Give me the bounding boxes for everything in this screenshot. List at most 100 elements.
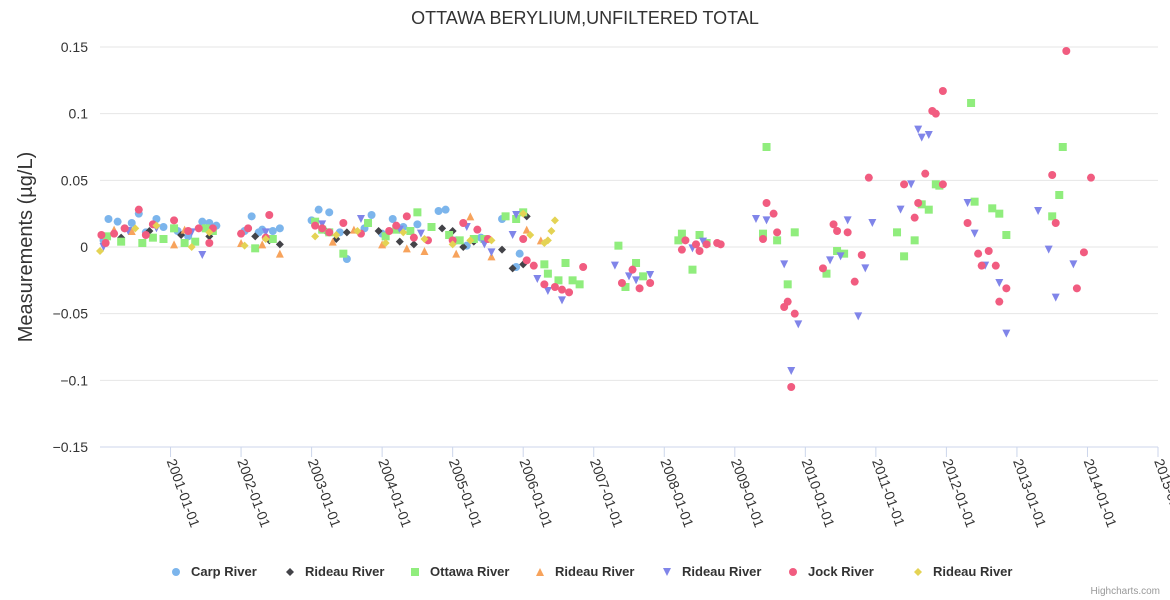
data-point[interactable] [995,209,1004,218]
data-point[interactable] [1079,248,1088,257]
data-point[interactable] [519,235,528,243]
data-point[interactable] [237,229,246,238]
data-point[interactable] [868,219,877,227]
data-point[interactable] [938,180,947,189]
data-point[interactable] [550,283,559,291]
data-point[interactable] [543,236,552,245]
data-point[interactable] [205,239,214,247]
data-point[interactable] [547,227,556,235]
data-point[interactable] [702,240,711,249]
data-point[interactable] [261,228,270,237]
data-point[interactable] [910,236,919,245]
data-point[interactable] [829,220,838,229]
data-point[interactable] [385,227,394,235]
data-point[interactable] [148,233,157,242]
data-point[interactable] [762,143,771,151]
data-point[interactable] [194,224,203,233]
data-point[interactable] [554,276,563,285]
data-point[interactable] [356,215,365,223]
data-point[interactable] [575,280,584,289]
data-point[interactable] [780,260,789,269]
data-point[interactable] [621,283,630,291]
data-point[interactable] [924,205,933,214]
data-point[interactable] [674,236,683,245]
data-point[interactable] [184,227,193,235]
data-point[interactable] [790,309,799,318]
data-point[interactable] [402,244,411,253]
data-point[interactable] [938,87,947,95]
data-point[interactable] [988,204,997,213]
data-point[interactable] [991,261,1000,270]
data-point[interactable] [967,99,976,107]
data-point[interactable] [459,219,468,227]
data-point[interactable] [1055,191,1064,199]
legend-item[interactable]: Ottawa River [411,564,509,579]
data-point[interactable] [1069,260,1078,269]
data-point[interactable] [487,248,496,257]
data-point[interactable] [395,237,404,246]
data-point[interactable] [984,247,993,255]
data-point[interactable] [921,169,930,178]
data-point[interactable] [420,235,429,243]
data-point[interactable] [557,296,566,305]
data-point[interactable] [854,312,863,321]
data-point[interactable] [1002,329,1011,338]
data-point[interactable] [1051,293,1060,302]
data-point[interactable] [469,235,478,243]
data-point[interactable] [413,208,422,217]
data-point[interactable] [374,227,383,235]
data-point[interactable] [639,272,648,281]
data-point[interactable] [378,240,387,249]
data-point[interactable] [1072,284,1081,293]
data-point[interactable] [434,207,443,215]
data-point[interactable] [180,239,189,247]
data-point[interactable] [529,261,538,270]
data-point[interactable] [787,367,796,375]
data-point[interactable] [543,287,552,295]
data-point[interactable] [325,208,334,217]
data-point[interactable] [840,249,849,258]
data-point[interactable] [1044,245,1053,254]
data-point[interactable] [1002,284,1011,293]
data-point[interactable] [191,237,200,246]
data-point[interactable] [97,231,106,239]
legend-item[interactable]: Carp River [172,564,257,579]
data-point[interactable] [826,256,835,265]
data-point[interactable] [445,231,454,239]
data-point[interactable] [540,260,549,269]
data-point[interactable] [833,227,842,235]
data-point[interactable] [240,241,249,250]
data-point[interactable] [1058,143,1067,151]
data-point[interactable] [931,109,940,118]
data-point[interactable] [787,383,796,391]
data-point[interactable] [427,223,436,231]
legend-item[interactable]: Jock River [789,564,874,579]
data-point[interactable] [617,279,626,287]
data-point[interactable] [170,216,179,225]
data-point[interactable] [818,264,827,273]
data-point[interactable] [579,263,588,271]
data-point[interactable] [1048,171,1057,179]
data-point[interactable] [628,265,637,274]
data-point[interactable] [914,125,923,134]
data-point[interactable] [452,249,461,258]
data-point[interactable] [974,249,983,258]
data-point[interactable] [625,272,633,281]
data-point[interactable] [381,239,390,247]
data-point[interactable] [364,219,373,227]
data-point[interactable] [406,227,415,235]
data-point[interactable] [247,212,256,221]
data-point[interactable] [900,252,909,261]
data-point[interactable] [402,212,411,221]
data-point[interactable] [843,228,852,237]
data-point[interactable] [508,231,517,239]
data-point[interactable] [409,240,418,249]
data-point[interactable] [900,180,909,189]
data-point[interactable] [120,224,129,233]
data-point[interactable] [610,261,619,270]
data-point[interactable] [699,237,708,246]
data-point[interactable] [251,232,260,241]
data-point[interactable] [413,220,422,229]
data-point[interactable] [275,240,284,249]
data-point[interactable] [914,199,923,207]
